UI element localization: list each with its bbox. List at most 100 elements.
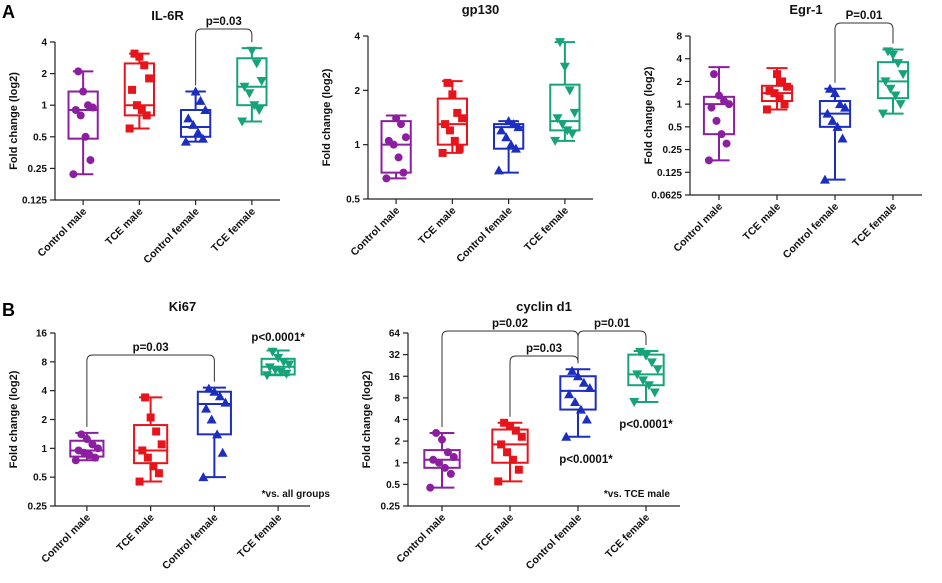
data-point	[500, 418, 509, 427]
data-point	[632, 370, 643, 380]
data-point	[142, 111, 151, 120]
y-tick-label: 4	[676, 54, 682, 65]
data-point	[86, 156, 95, 165]
y-tick-label: 0.125	[22, 196, 47, 207]
data-point	[890, 91, 901, 101]
y-tick-label: 32	[389, 350, 401, 361]
data-point	[432, 428, 441, 437]
data-point	[562, 126, 573, 136]
box-tce-female	[549, 38, 581, 146]
data-point	[197, 133, 208, 143]
data-point	[513, 122, 524, 132]
y-tick-label: 2	[394, 437, 400, 448]
data-point	[256, 77, 267, 87]
box-tce-male	[491, 418, 529, 486]
data-point	[239, 82, 250, 92]
data-point	[712, 116, 721, 125]
y-tick-label: 0.25	[663, 145, 683, 156]
data-point	[81, 132, 90, 141]
data-point	[584, 382, 595, 392]
data-point	[508, 119, 519, 129]
data-point	[154, 469, 163, 478]
data-point	[246, 46, 257, 56]
data-point	[765, 86, 774, 95]
data-point	[152, 427, 161, 436]
box-control-female	[196, 383, 232, 482]
data-point	[392, 114, 401, 123]
data-point	[557, 120, 568, 130]
data-point	[88, 440, 97, 449]
data-point	[494, 477, 503, 486]
data-point	[503, 448, 512, 457]
box-control-female	[559, 365, 597, 441]
y-axis-label: Fold change (log2)	[8, 72, 20, 170]
data-point	[135, 52, 144, 61]
data-point	[71, 456, 80, 465]
data-point	[264, 363, 275, 373]
p-value-label: p=0.03	[526, 343, 562, 355]
data-point	[69, 170, 78, 179]
data-point	[506, 139, 517, 149]
data-point	[837, 133, 848, 143]
y-tick-label: 0.5	[346, 195, 360, 206]
data-point	[206, 414, 217, 424]
data-point	[267, 347, 278, 357]
box-control-male	[423, 428, 461, 492]
data-point	[140, 61, 149, 70]
x-tick-label-control-male: Control male	[39, 512, 93, 566]
panel-label-a: A	[2, 2, 15, 22]
data-point	[458, 114, 467, 123]
data-point	[762, 105, 771, 114]
y-tick-label: 0.5	[386, 480, 400, 491]
significance-bracket: p=0.01	[577, 318, 647, 364]
data-point	[552, 114, 563, 124]
data-point	[581, 414, 592, 424]
data-point	[569, 108, 580, 118]
data-point	[775, 94, 784, 103]
box-tce-male	[133, 393, 169, 486]
data-point	[722, 139, 731, 148]
y-tick-label: 4	[394, 415, 400, 426]
box-tce-male	[760, 67, 794, 114]
x-tick-label-tce-male: TCE male	[114, 512, 156, 554]
data-point	[877, 109, 888, 119]
data-point	[885, 84, 896, 94]
box-tce-male	[123, 49, 155, 133]
y-axis-label: Fold change (log2)	[321, 68, 333, 166]
p-value-label: p=0.03	[206, 16, 242, 28]
box-iqr	[549, 83, 581, 132]
x-tick-label-control-female: Control female	[160, 512, 221, 573]
data-point	[629, 398, 640, 408]
data-point	[449, 453, 458, 462]
data-point	[496, 125, 507, 135]
data-point	[198, 472, 209, 482]
box-control-female	[493, 116, 525, 175]
data-point	[203, 383, 214, 393]
data-point	[783, 82, 792, 91]
bracket-line	[834, 22, 894, 83]
data-point	[190, 86, 201, 96]
data-point	[508, 455, 517, 464]
data-point	[93, 444, 102, 453]
data-point	[130, 49, 139, 58]
significance-bracket: p=0.02	[441, 318, 579, 427]
data-point	[262, 371, 273, 381]
y-axis-label: Fold change (log2)	[643, 66, 655, 164]
data-point	[217, 447, 228, 457]
data-point	[819, 174, 830, 184]
data-point	[840, 102, 851, 112]
x-tick-label-tce-male: TCE male	[103, 206, 145, 248]
data-point	[448, 90, 457, 99]
box-control-male	[380, 114, 412, 183]
y-axis-label: Fold change (log2)	[8, 370, 20, 468]
data-point	[71, 106, 80, 115]
data-point	[254, 106, 265, 116]
x-tick-label-tce-male: TCE male	[416, 205, 458, 247]
data-point	[137, 106, 146, 115]
data-point	[382, 174, 391, 183]
x-tick-label-control-female: Control female	[141, 206, 202, 267]
y-tick-label: 4	[354, 32, 360, 43]
y-tick-label: 0.5	[668, 122, 682, 133]
x-tick-label-control-male: Control male	[35, 206, 89, 260]
